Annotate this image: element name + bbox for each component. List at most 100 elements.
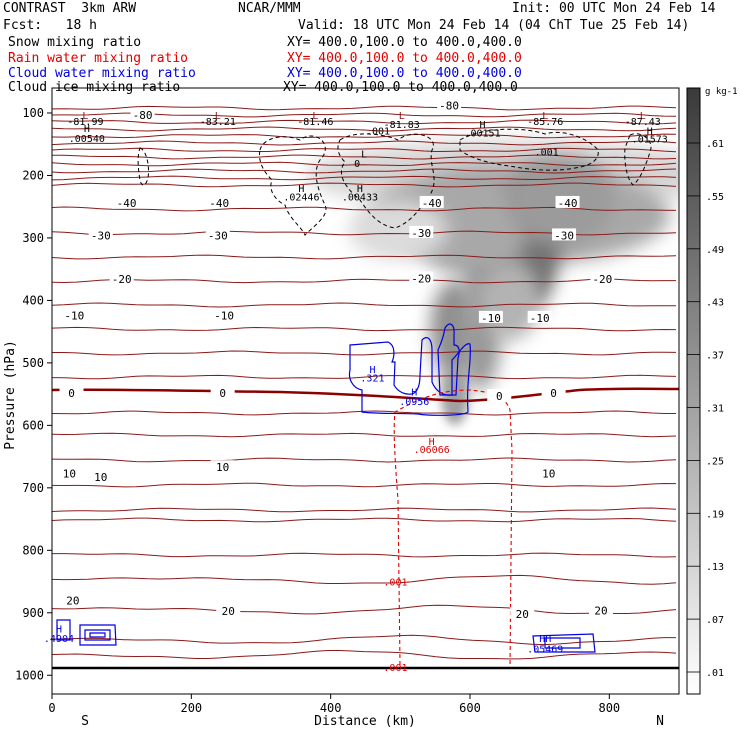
temperature-label: -20 <box>411 273 431 286</box>
temperature-label: -40 <box>558 197 578 210</box>
temperature-label-bg <box>130 107 155 120</box>
extremum-label: -83.21 <box>200 117 236 128</box>
extremum-label: .05469 <box>527 644 563 655</box>
extremum-label: H <box>411 388 417 399</box>
temperature-contour <box>52 175 677 181</box>
colorbar-tick-label: .31 <box>706 404 724 415</box>
temperature-contour <box>52 133 677 139</box>
colorbar-tick-label: .37 <box>706 351 724 362</box>
extremum-label: .0956 <box>399 397 429 408</box>
y-tick-label-100: 100 <box>22 106 44 120</box>
init-time: Init: 00 UTC Mon 24 Feb 14 <box>512 1 716 16</box>
temperature-contour <box>52 254 677 260</box>
temperature-label-bg <box>88 228 113 241</box>
x-axis: 0 200 400 600 800 <box>48 694 620 715</box>
colorbar-tick-label: .19 <box>706 509 724 520</box>
temperature-contour <box>52 112 677 118</box>
temperature-label-bg <box>409 225 434 238</box>
extremum-label: H <box>357 184 363 195</box>
temperature-label: 0 <box>219 387 226 400</box>
temperature-contour <box>52 650 677 660</box>
temperature-contour <box>52 140 677 146</box>
temperature-label-bg <box>216 603 241 616</box>
title-left: CONTRAST 3km ARW <box>3 1 137 16</box>
x-tick-label-600: 600 <box>459 701 481 715</box>
temperature-contour <box>52 119 677 125</box>
temperature-label-bg <box>409 271 434 284</box>
temperature-label: -20 <box>112 273 132 286</box>
temperature-label-bg <box>527 310 552 323</box>
temperature-contour <box>52 278 676 284</box>
y-axis-label: Pressure (hPa) <box>3 340 18 450</box>
cloud-ice-contours <box>137 128 652 236</box>
temperature-contour <box>52 126 677 132</box>
temperature-label: 0 <box>496 390 503 403</box>
temperature-label-bg <box>588 603 613 616</box>
temperature-label: -10 <box>64 309 84 322</box>
temperature-contour <box>52 432 677 438</box>
extremum-label: 0 <box>354 159 360 170</box>
temperature-label: -80 <box>133 109 153 122</box>
temperature-label: -10 <box>481 312 501 325</box>
colorbar-tick-label: .13 <box>706 562 724 573</box>
extremum-label: H <box>84 124 90 135</box>
extremum-label: L <box>640 111 646 122</box>
temperature-label: -40 <box>209 197 229 210</box>
legend-rain-label: Rain water mixing ratio <box>8 51 189 66</box>
temperature-contour <box>52 374 677 380</box>
temperature-label-bg <box>205 228 230 241</box>
temperature-contour <box>52 168 677 174</box>
extremum-label: L <box>361 150 367 161</box>
extremum-label: .01573 <box>632 135 668 146</box>
temperature-contour <box>52 517 677 523</box>
x-tick-label-200: 200 <box>180 701 202 715</box>
temperature-label: -40 <box>422 197 442 210</box>
plot-frame <box>51 87 680 695</box>
x-axis-south-label: S <box>81 714 89 729</box>
temperature-label-bg <box>536 466 561 479</box>
legend-cloud-water-label: Cloud water mixing ratio <box>8 66 196 81</box>
temperature-label-bg <box>487 388 512 401</box>
temperature-label: 20 <box>222 605 235 618</box>
legend-snow-xy: XY= 400.0,100.0 to 400.0,400.0 <box>287 35 522 50</box>
temperature-label-bg <box>590 272 615 285</box>
legend-snow-label: Snow mixing ratio <box>8 35 142 50</box>
temperature-label-bg <box>59 385 84 398</box>
extremum-label: L <box>215 111 221 122</box>
extremum-label: .06066 <box>414 445 450 456</box>
extremum-label: .001 <box>383 578 407 589</box>
x-axis-north-label: N <box>656 714 664 729</box>
extremum-label: L <box>399 111 405 122</box>
extremum-label: H <box>298 184 304 195</box>
colorbar-tick-label: .25 <box>706 456 724 467</box>
extremum-label: -81.99 <box>67 117 103 128</box>
extremum-label: H <box>56 624 62 635</box>
extremum-label: -81.46 <box>297 117 333 128</box>
temperature-contour <box>52 147 677 153</box>
temperature-contour <box>52 161 677 167</box>
temperature-label-bg <box>114 195 139 208</box>
colorbar-units: g kg-1 <box>705 87 738 97</box>
valid-time: Valid: 18 UTC Mon 24 Feb 14 (04 ChT Tue … <box>298 18 690 33</box>
temperature-label-bg <box>60 593 85 606</box>
temperature-contour <box>52 302 677 308</box>
temperature-contour <box>52 326 677 332</box>
temperature-label-bg <box>207 195 232 208</box>
extremum-label: H <box>647 126 653 137</box>
extremum-label: .00433 <box>342 193 378 204</box>
freezing-level-contour <box>52 387 679 403</box>
temperature-label: 20 <box>594 604 607 617</box>
temperature-label: 20 <box>516 608 529 621</box>
extremum-label: -81.83 <box>384 120 420 131</box>
extremum-label: -85.76 <box>527 117 563 128</box>
temperature-label: 0 <box>550 387 557 400</box>
temperature-label: 20 <box>66 594 79 607</box>
temperature-label-bg <box>88 470 113 483</box>
colorbar-fill <box>686 87 701 695</box>
temperature-label-bg <box>210 385 235 398</box>
temperature-label: -10 <box>214 309 234 322</box>
temperature-label: -20 <box>592 273 612 286</box>
extremum-label: .02446 <box>283 193 319 204</box>
y-tick-label-300: 300 <box>22 231 44 245</box>
